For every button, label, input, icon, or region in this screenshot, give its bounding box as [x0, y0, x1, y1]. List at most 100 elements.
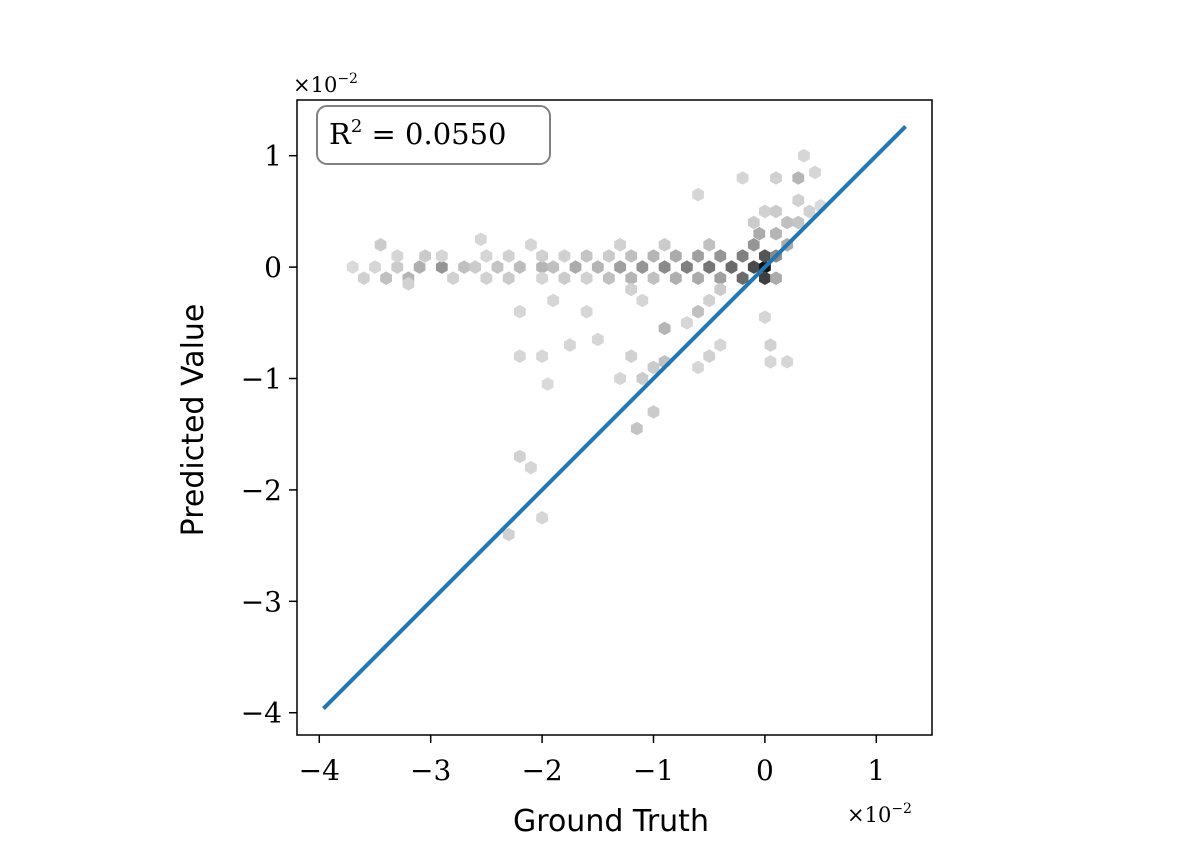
hexbin-cell: [614, 260, 626, 274]
hexbin-cell: [513, 349, 526, 363]
hexbin-cell: [502, 249, 515, 263]
hexbin-cell: [764, 355, 777, 369]
hexbin-cell: [753, 226, 766, 241]
hexbin-cell: [580, 304, 593, 319]
hexbin-cell: [647, 271, 660, 285]
hexbin-cell: [491, 260, 504, 274]
hexbin-cell: [536, 511, 548, 525]
y-tick-label: −2: [241, 474, 282, 507]
y-tick-label: −1: [241, 363, 282, 396]
hexbin-cell: [714, 282, 727, 297]
hexbin-cell: [803, 204, 816, 219]
fit-line: [322, 125, 907, 710]
hexbin-cell: [374, 238, 387, 252]
hexbin-cell: [692, 249, 704, 263]
hexbin-cell: [636, 260, 649, 274]
hexbin-cell: [692, 271, 704, 285]
hexbin-cell: [513, 449, 526, 464]
hexbin-cell: [346, 260, 359, 274]
hexbin-cell: [513, 260, 526, 274]
y-tick-label: 0: [264, 251, 282, 284]
hexbin-cell: [759, 204, 771, 219]
hexbin-cell: [725, 260, 738, 274]
hexbin-cell: [525, 238, 537, 252]
hexbin-cell: [614, 371, 626, 386]
hexbin-cell: [603, 249, 615, 263]
hexbin-cell: [736, 249, 749, 263]
hexbin-cell: [747, 215, 760, 230]
hexbin-cell: [770, 226, 782, 241]
hexbin-cell: [681, 260, 693, 274]
hexbin-cell: [714, 338, 727, 352]
hexbin-cell: [474, 232, 487, 247]
hexbin-cell: [525, 460, 537, 475]
hexbin-cell: [513, 304, 526, 319]
hexbin-cell: [564, 338, 576, 352]
hexbin-cell: [658, 321, 671, 336]
hexbin-cell: [536, 271, 548, 285]
hexbin-cell: [541, 377, 554, 391]
hexbin-cell: [502, 271, 515, 285]
hexbin-cell: [714, 271, 727, 285]
hexbin-cell: [558, 271, 571, 285]
hexbin-cell: [358, 271, 370, 285]
hexbin-cell: [391, 260, 404, 274]
hexbin-cell: [770, 204, 782, 219]
hexbin-cell: [547, 293, 560, 308]
fit-line-layer: [322, 125, 907, 710]
hexbin-cell: [547, 260, 560, 274]
hexbin-cell: [630, 421, 643, 436]
hexbin-cell: [658, 260, 671, 274]
hexbin-cell: [625, 282, 638, 297]
y-axis-ticks: −4 −3 −2 −1 0 1: [241, 140, 297, 730]
hexbin-cell: [435, 260, 448, 274]
hexbin-cell: [580, 249, 593, 263]
hexbin-cell: [692, 360, 704, 375]
hexbin-cell: [759, 271, 771, 285]
hexbin-cell: [591, 260, 604, 274]
hexbin-cell: [536, 260, 548, 274]
x-tick-label: 1: [867, 754, 885, 787]
x-tick-label: −3: [410, 754, 451, 787]
hexbin-cell: [603, 271, 615, 285]
x-axis-ticks: −4 −3 −2 −1 0 1: [299, 735, 885, 787]
r2-annotation: R2 = 0.0550: [316, 105, 551, 165]
hexbin-cell: [419, 249, 431, 263]
hexbin-cell: [402, 277, 415, 291]
hexbin-cell: [625, 271, 638, 285]
x-multiplier-base: ×10: [847, 803, 891, 827]
hexbin-cell: [736, 271, 749, 285]
hexbin-cell: [747, 238, 760, 252]
hexbin-cell: [636, 293, 649, 308]
plot-area-frame: [296, 99, 933, 736]
hexbin-cell: [480, 271, 493, 285]
hexbin-cell: [798, 148, 810, 163]
hexbin-cell: [647, 360, 660, 375]
hexbin-cell: [636, 371, 649, 386]
hexbin-cell: [681, 316, 693, 330]
y-tick-label: −3: [241, 585, 282, 618]
hexbin-cell: [391, 249, 404, 263]
hexbin-cell: [469, 260, 482, 274]
x-axis-label: Ground Truth: [513, 804, 709, 839]
hexbin-cell: [413, 260, 426, 274]
hexbin-cell: [736, 171, 749, 185]
y-tick-label: −4: [241, 697, 282, 730]
hexbin-cell: [747, 260, 760, 274]
hexbin-cell: [809, 165, 821, 180]
hexbin-cell: [770, 271, 782, 285]
hexbin-cell: [759, 249, 771, 263]
x-tick-label: −2: [521, 754, 562, 787]
x-tick-label: −4: [299, 754, 340, 787]
hexbin-cell: [625, 249, 638, 263]
hexbin-cell: [580, 271, 593, 285]
hexbin-cell: [569, 260, 582, 274]
x-multiplier-exponent: −2: [891, 801, 912, 817]
hexbin-cell: [692, 304, 704, 319]
hexbin-layer: [346, 148, 827, 542]
hexbin-cell: [369, 260, 381, 274]
hexbin-cell: [558, 249, 571, 263]
hexbin-cell: [380, 271, 392, 285]
hexbin-cell: [692, 187, 704, 202]
